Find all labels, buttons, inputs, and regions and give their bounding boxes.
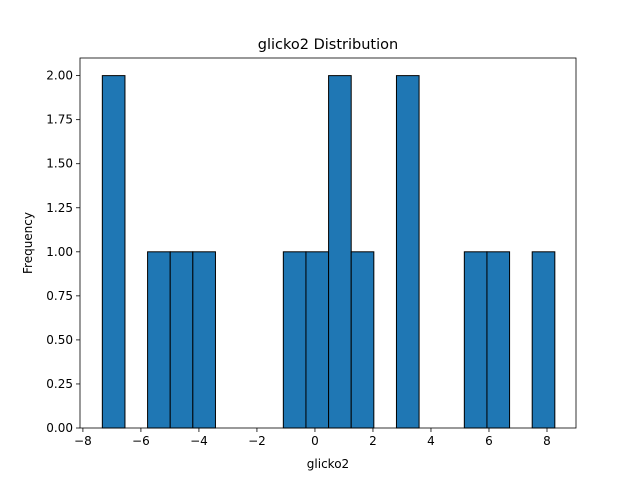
y-tick-label: 1.00 (46, 245, 73, 259)
chart-title: glicko2 Distribution (258, 37, 398, 53)
histogram-bar (463, 251, 488, 429)
x-tick-label: 2 (369, 434, 377, 448)
x-tick-label: −8 (74, 434, 92, 448)
histogram-bar (101, 75, 126, 429)
x-tick-label: 4 (427, 434, 435, 448)
histogram-bar (486, 251, 511, 429)
histogram-bar (282, 251, 307, 429)
x-tick-label: −2 (248, 434, 266, 448)
plot-frame (79, 57, 577, 429)
y-tick-label: 0.00 (46, 421, 73, 435)
x-axis-label: glicko2 (307, 457, 349, 471)
y-tick-label: 1.50 (46, 157, 73, 171)
histogram-bar (395, 75, 420, 429)
x-tick-label: 8 (543, 434, 551, 448)
y-tick-label: 0.50 (46, 333, 73, 347)
y-tick-label: 1.75 (46, 113, 73, 127)
histogram-bar (169, 251, 194, 429)
histogram-bar (192, 251, 216, 429)
bars-group (101, 75, 556, 429)
histogram-bar (305, 251, 330, 429)
y-axis-ticks: 0.00 0.25 0.50 0.75 1.00 1.25 1.50 1.75 2.00 (46, 69, 80, 435)
x-tick-label: 6 (485, 434, 493, 448)
x-tick-label: −6 (132, 434, 150, 448)
y-tick-label: 0.75 (46, 289, 73, 303)
histogram-bar (328, 75, 352, 429)
y-axis-label: Frequency (21, 212, 35, 274)
y-tick-label: 0.25 (46, 377, 73, 391)
x-tick-label: 0 (311, 434, 319, 448)
y-tick-label: 1.25 (46, 201, 73, 215)
histogram-bar (531, 251, 556, 429)
y-tick-label: 2.00 (46, 69, 73, 83)
x-tick-label: −4 (190, 434, 208, 448)
histogram-bar (147, 251, 171, 429)
histogram-bar (350, 251, 375, 429)
x-axis-ticks: −8 −6 −4 −2 0 2 4 6 8 (74, 428, 551, 448)
